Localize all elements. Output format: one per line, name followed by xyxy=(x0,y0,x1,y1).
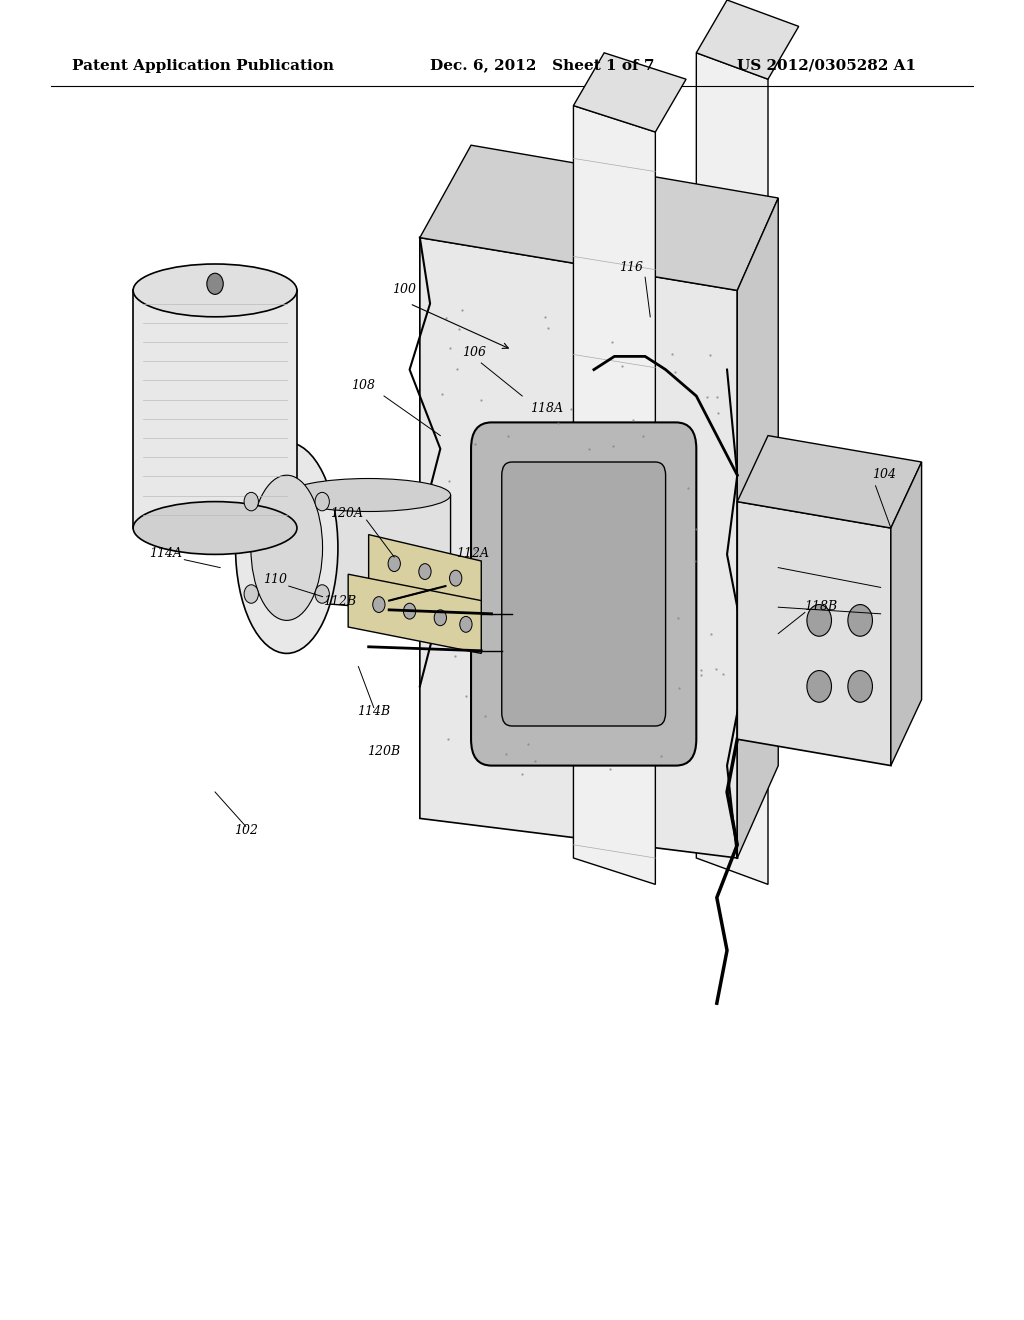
Text: 116: 116 xyxy=(620,260,643,273)
Circle shape xyxy=(848,671,872,702)
Text: 114A: 114A xyxy=(150,546,182,560)
Circle shape xyxy=(244,492,258,511)
Ellipse shape xyxy=(133,502,297,554)
Circle shape xyxy=(419,564,431,579)
Circle shape xyxy=(807,605,831,636)
Polygon shape xyxy=(737,436,922,528)
Text: Dec. 6, 2012   Sheet 1 of 7: Dec. 6, 2012 Sheet 1 of 7 xyxy=(430,58,654,73)
Circle shape xyxy=(388,556,400,572)
Text: 118A: 118A xyxy=(530,401,563,414)
Ellipse shape xyxy=(287,479,451,511)
Text: 112B: 112B xyxy=(324,594,356,607)
Text: US 2012/0305282 A1: US 2012/0305282 A1 xyxy=(737,58,916,73)
Text: 102: 102 xyxy=(233,824,258,837)
Polygon shape xyxy=(348,574,481,653)
Ellipse shape xyxy=(133,264,297,317)
Polygon shape xyxy=(737,502,891,766)
Polygon shape xyxy=(696,0,799,79)
Text: 118B: 118B xyxy=(804,599,837,612)
Circle shape xyxy=(807,671,831,702)
Polygon shape xyxy=(287,495,451,614)
Circle shape xyxy=(373,597,385,612)
Text: FIG. 1A: FIG. 1A xyxy=(215,487,339,516)
Circle shape xyxy=(315,585,330,603)
Circle shape xyxy=(460,616,472,632)
Polygon shape xyxy=(891,462,922,766)
Text: 114B: 114B xyxy=(357,705,390,718)
Polygon shape xyxy=(133,290,297,528)
Circle shape xyxy=(403,603,416,619)
Text: 104: 104 xyxy=(872,467,896,480)
Text: 110: 110 xyxy=(263,573,287,586)
Text: 100: 100 xyxy=(392,282,417,296)
Ellipse shape xyxy=(236,442,338,653)
Text: 120A: 120A xyxy=(331,507,364,520)
Circle shape xyxy=(450,570,462,586)
Polygon shape xyxy=(369,535,481,607)
Polygon shape xyxy=(573,106,655,884)
Text: 106: 106 xyxy=(462,346,486,359)
Circle shape xyxy=(244,585,258,603)
Polygon shape xyxy=(737,198,778,858)
Polygon shape xyxy=(420,145,778,290)
Circle shape xyxy=(315,492,330,511)
FancyBboxPatch shape xyxy=(502,462,666,726)
Text: 112A: 112A xyxy=(456,546,488,560)
Polygon shape xyxy=(696,53,768,884)
Circle shape xyxy=(207,273,223,294)
Polygon shape xyxy=(420,238,737,858)
Polygon shape xyxy=(573,53,686,132)
Text: 108: 108 xyxy=(351,379,376,392)
Circle shape xyxy=(848,605,872,636)
FancyBboxPatch shape xyxy=(471,422,696,766)
Ellipse shape xyxy=(251,475,323,620)
Text: 120B: 120B xyxy=(368,744,400,758)
Circle shape xyxy=(434,610,446,626)
Text: Patent Application Publication: Patent Application Publication xyxy=(72,58,334,73)
